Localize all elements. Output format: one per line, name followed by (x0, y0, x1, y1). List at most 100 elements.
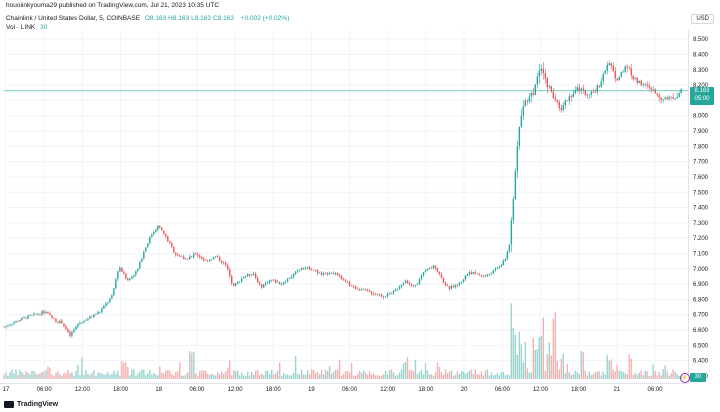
candle-body (91, 316, 93, 318)
candle-body (478, 274, 481, 276)
volume-bar (572, 374, 574, 379)
brand-name: TradingView (17, 401, 59, 408)
volume-bar (191, 352, 193, 379)
candle-body (554, 98, 557, 100)
candle-body (308, 266, 311, 270)
candle-body (378, 294, 381, 296)
volume-bar (532, 338, 535, 379)
volume-bar (664, 365, 666, 379)
volume-bar (364, 372, 367, 379)
volume-bar (61, 375, 63, 379)
x-tick-label: 18:00 (266, 387, 282, 393)
volume-bar (548, 342, 551, 379)
candle-body (660, 97, 662, 100)
candle-body (105, 303, 107, 306)
volume-bar (19, 369, 21, 379)
volume-bar (264, 371, 267, 379)
volume-bar (145, 375, 147, 379)
volume-bar (215, 375, 217, 379)
candle-body (47, 311, 49, 314)
candle-body (670, 96, 672, 98)
volume-bar (346, 371, 349, 379)
candle-body (408, 282, 411, 285)
candle-body (488, 274, 491, 275)
candle-body (464, 275, 467, 280)
tradingview-icon (4, 401, 14, 408)
volume-bar (167, 369, 169, 379)
candle-body (37, 314, 39, 315)
volume-bar (105, 374, 107, 379)
x-tick-label: 06:00 (189, 387, 205, 393)
volume-bar (546, 354, 549, 379)
candle-body (468, 272, 471, 275)
volume-bar (358, 370, 361, 379)
volume-bar (366, 374, 369, 379)
volume-bar (394, 375, 397, 379)
x-tick-label: 20 (461, 387, 468, 393)
candle-body (648, 85, 650, 88)
candle-body (476, 273, 479, 275)
candle-body (175, 252, 177, 255)
candle-body (39, 314, 41, 315)
volume-bar (608, 360, 610, 379)
candle-body (354, 286, 357, 289)
volume-bar (326, 370, 329, 379)
symbol-title[interactable]: Chainlink / United States Dollar, 5, COI… (6, 15, 141, 22)
candle-body (418, 279, 421, 284)
volume-bar (9, 372, 11, 379)
volume-bar (396, 375, 399, 379)
tradingview-logo[interactable]: TradingView (4, 401, 58, 408)
volume-bar (316, 371, 319, 379)
candle-body (143, 251, 145, 259)
candle-body (167, 236, 169, 242)
volume-bar (233, 370, 235, 379)
currency-button[interactable]: USD (691, 14, 714, 24)
volume-bar (450, 370, 453, 379)
candle-body (352, 286, 355, 287)
volume-bar (428, 374, 431, 379)
candle-body (23, 317, 25, 318)
volume-bar (175, 371, 177, 379)
candle-body (260, 284, 263, 288)
volume-bar (402, 363, 405, 379)
volume-bar (654, 370, 656, 379)
volume-bar (99, 372, 101, 379)
volume-bar (354, 375, 357, 379)
volume-label[interactable]: Vol · LINK (6, 24, 36, 31)
volume-bar (600, 375, 602, 379)
candle-body (556, 99, 559, 102)
volume-bar (310, 369, 313, 379)
candle-body (306, 266, 309, 268)
candle-body (155, 229, 157, 233)
candle-body (235, 283, 237, 286)
candle-body (538, 70, 541, 77)
volume-bar (237, 370, 239, 379)
volume-bar (620, 371, 622, 379)
candle-body (590, 91, 592, 95)
volume-bar (446, 372, 449, 379)
y-tick-label: 7.600 (693, 175, 709, 181)
volume-bar (328, 365, 331, 379)
volume-bar (276, 370, 279, 379)
candle-body (107, 302, 109, 304)
event-flag-icon[interactable]: ⚡ (680, 373, 690, 383)
candle-body (97, 312, 99, 315)
candle-body (536, 76, 539, 85)
candle-body (264, 282, 267, 285)
y-tick-label: 8.300 (693, 68, 709, 74)
candle-body (268, 280, 271, 283)
volume-bar (223, 373, 225, 379)
candle-body (49, 313, 51, 316)
candle-body (528, 96, 531, 102)
volume-bar (268, 374, 271, 379)
volume-bar (570, 374, 572, 379)
volume-bar (97, 372, 99, 379)
x-tick-label: 18:00 (418, 387, 434, 393)
candle-body (139, 261, 141, 269)
candle-body (374, 294, 377, 295)
candle-body (187, 259, 189, 260)
candle-body (272, 279, 275, 281)
volume-bar (474, 369, 477, 379)
volume-bar (79, 375, 81, 379)
